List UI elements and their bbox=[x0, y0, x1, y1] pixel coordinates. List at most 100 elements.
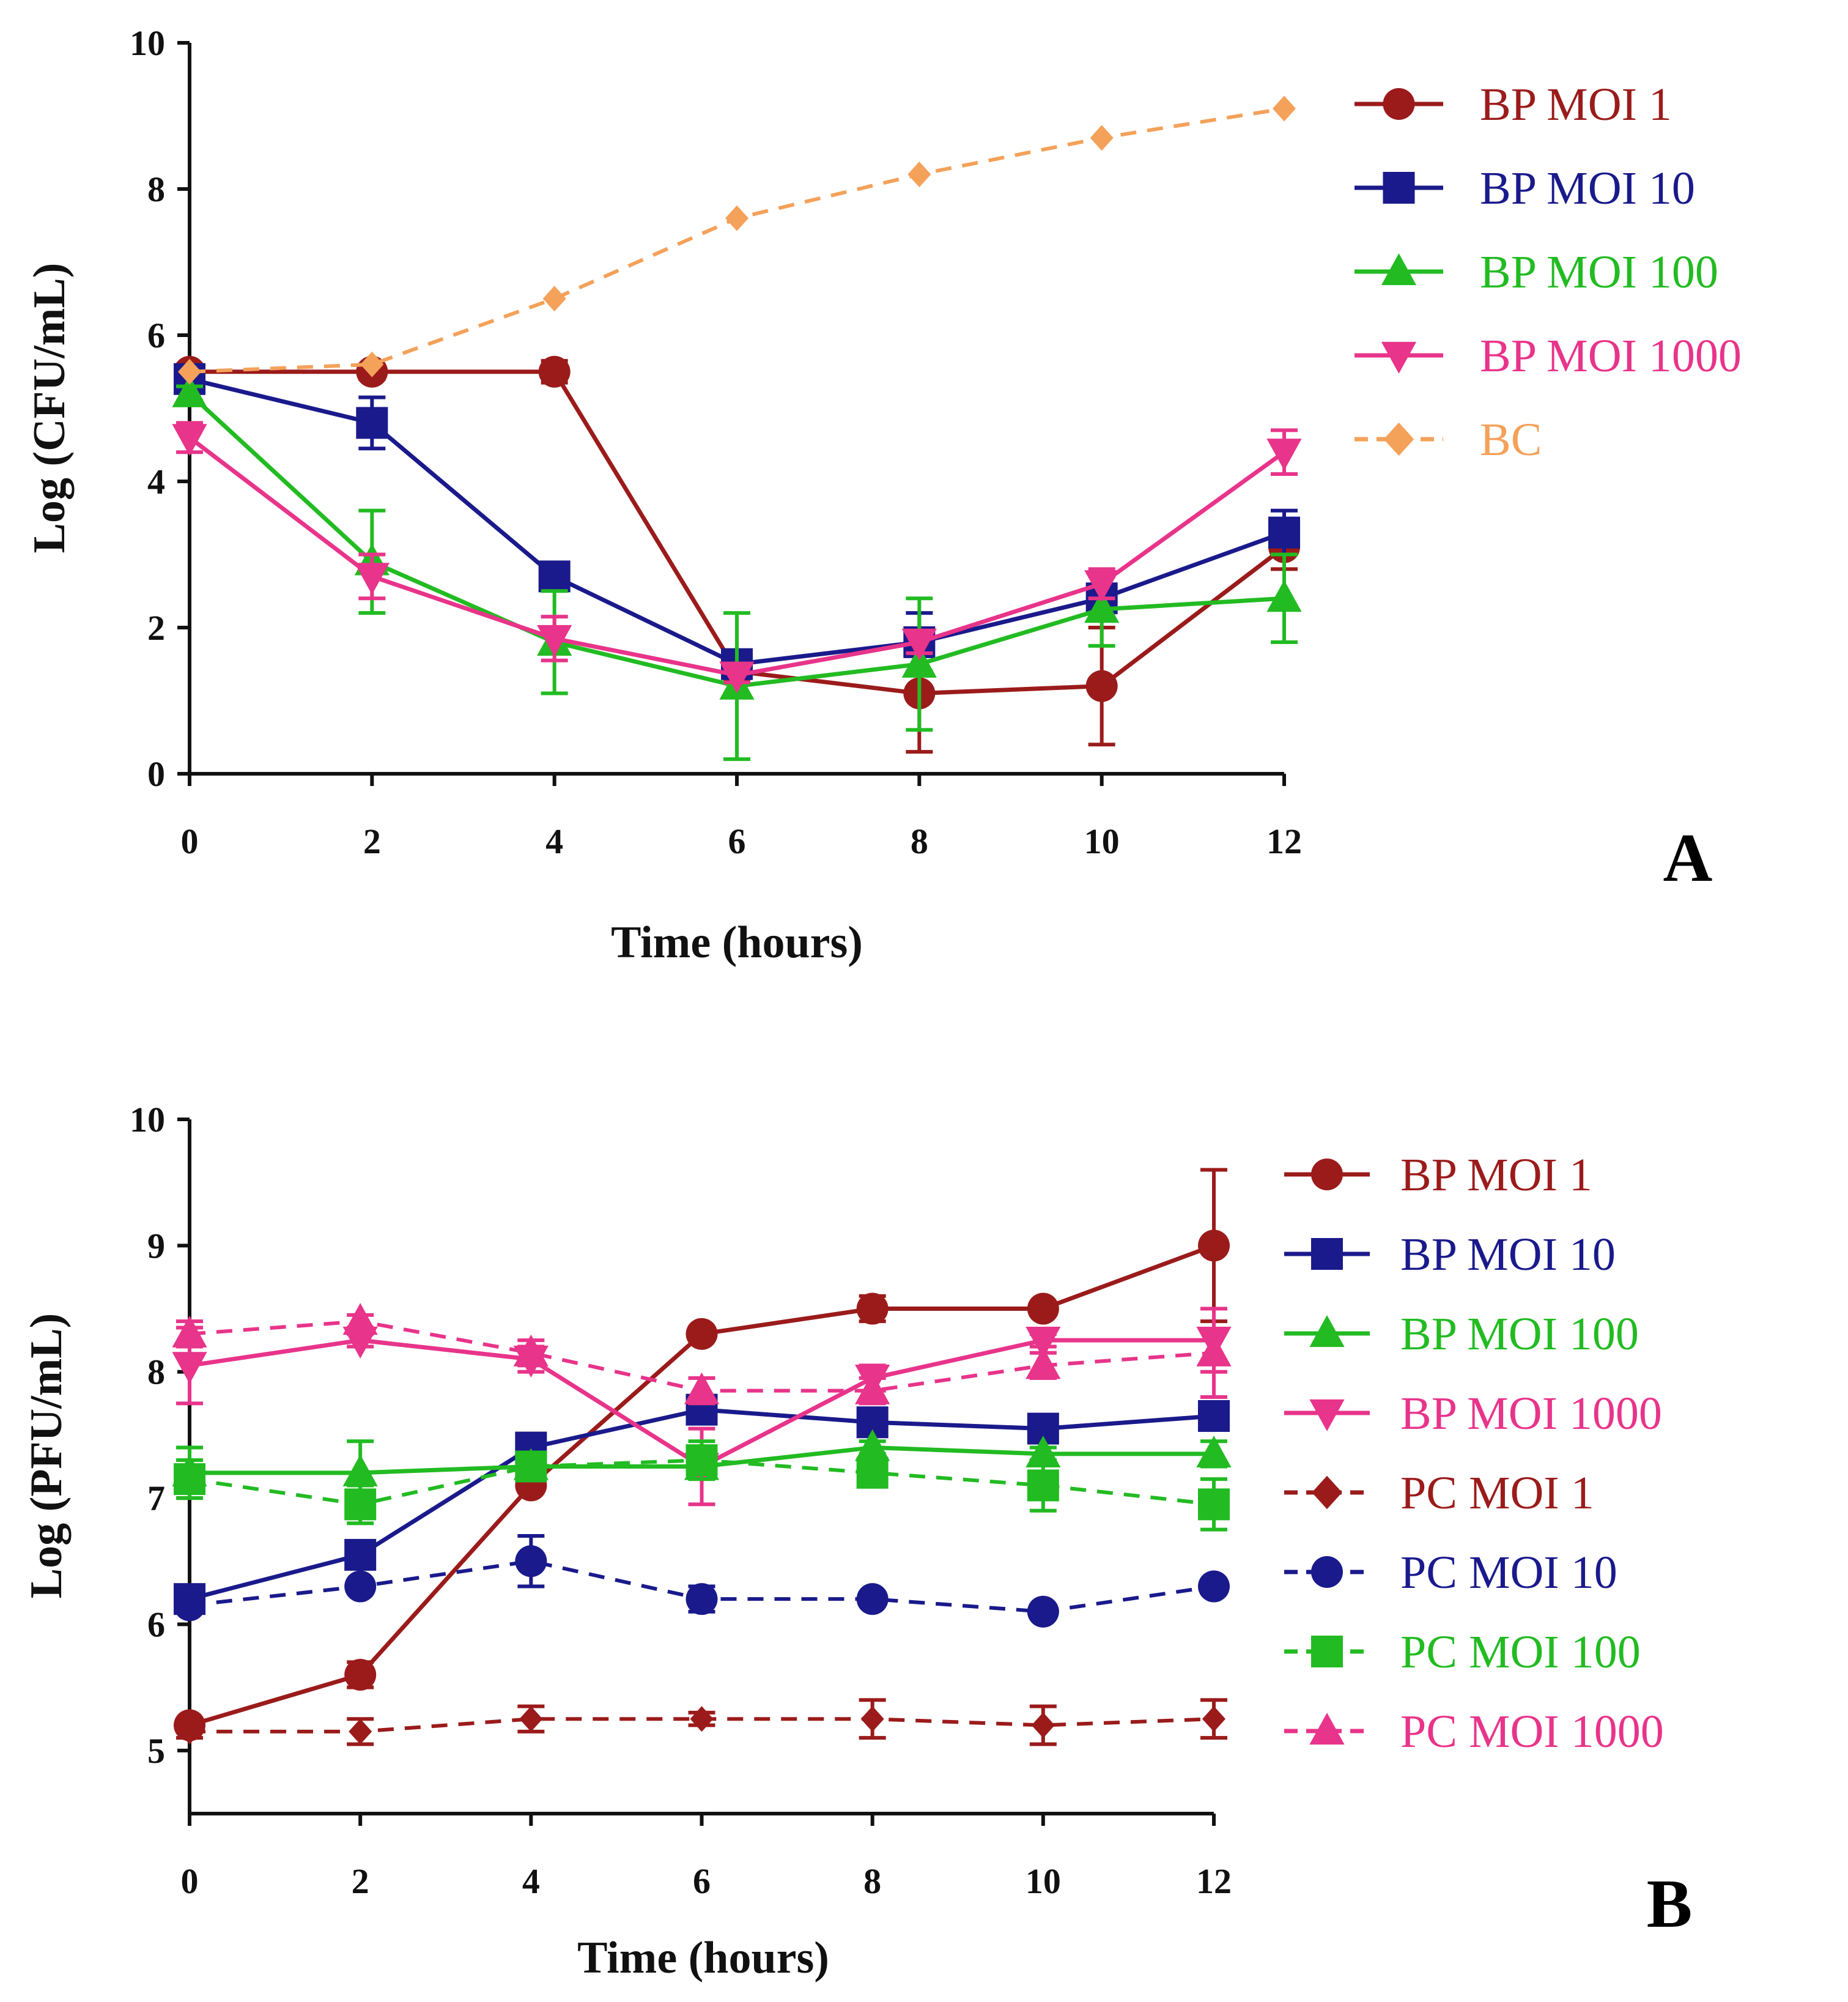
x-tick-label: 8 bbox=[863, 1861, 881, 1901]
chart-panel-a: 0 2 4 6 8 10 0 2 4 6 8 10 12 Time (hours) Log (CFU/mL)… bbox=[24, 23, 1742, 968]
data-point bbox=[1085, 670, 1118, 702]
data-point bbox=[519, 1706, 543, 1732]
data-point bbox=[172, 1352, 207, 1384]
legend-label: BP MOI 1000 bbox=[1480, 330, 1742, 382]
legend-entry: PC MOI 100 bbox=[1284, 1626, 1641, 1678]
legend-entry: BP MOI 1000 bbox=[1355, 330, 1742, 382]
legend-label: BP MOI 10 bbox=[1400, 1229, 1616, 1280]
data-point bbox=[1196, 1334, 1232, 1366]
data-point bbox=[542, 286, 566, 312]
legend-label: PC MOI 10 bbox=[1400, 1547, 1617, 1598]
data-point bbox=[686, 1583, 718, 1615]
legend-marker bbox=[1383, 422, 1414, 456]
data-point bbox=[1027, 1292, 1059, 1325]
data-point bbox=[172, 424, 207, 456]
x-axis-title: Time (hours) bbox=[611, 918, 863, 968]
legend-label: BP MOI 1 bbox=[1400, 1149, 1592, 1201]
data-point bbox=[349, 1718, 372, 1744]
legend-entry: BP MOI 1 bbox=[1284, 1149, 1592, 1201]
data-point bbox=[513, 1334, 549, 1366]
data-point bbox=[860, 1706, 884, 1732]
data-point bbox=[342, 1303, 378, 1335]
data-point bbox=[901, 628, 937, 661]
panel-label: B bbox=[1647, 1866, 1693, 1942]
data-point bbox=[515, 1545, 547, 1578]
legend-entry: BP MOI 100 bbox=[1355, 247, 1718, 298]
x-tick-label: 10 bbox=[1026, 1861, 1061, 1901]
data-point bbox=[1026, 1327, 1061, 1359]
legend-label: BP MOI 100 bbox=[1400, 1308, 1639, 1360]
data-point bbox=[1026, 1347, 1061, 1379]
legend-entry: PC MOI 1000 bbox=[1284, 1706, 1664, 1757]
data-point bbox=[515, 1450, 547, 1483]
data-point bbox=[684, 1372, 720, 1404]
x-axis-title: Time (hours) bbox=[577, 1933, 829, 1983]
legend-marker bbox=[1309, 1399, 1345, 1431]
legend-entry: BP MOI 1 bbox=[1355, 79, 1672, 130]
legend-label: PC MOI 1000 bbox=[1400, 1706, 1664, 1757]
y-tick-label: 9 bbox=[147, 1226, 165, 1266]
y-tick-label: 8 bbox=[147, 1352, 165, 1392]
data-point bbox=[1268, 516, 1300, 549]
series-pc-moi-100 bbox=[174, 1439, 1230, 1532]
data-point bbox=[1266, 580, 1302, 612]
legend-label: BP MOI 100 bbox=[1480, 247, 1718, 298]
series-bp-moi-10 bbox=[174, 1393, 1230, 1615]
legend-entry: BP MOI 10 bbox=[1284, 1229, 1616, 1280]
data-point bbox=[538, 560, 571, 593]
legend-marker bbox=[1311, 1556, 1343, 1588]
data-point bbox=[907, 161, 931, 188]
data-point bbox=[725, 205, 748, 231]
data-point bbox=[537, 625, 572, 657]
data-point bbox=[178, 358, 201, 385]
data-point bbox=[1198, 1488, 1230, 1521]
x-tick-label: 0 bbox=[181, 1861, 199, 1901]
x-tick-label: 4 bbox=[522, 1861, 540, 1901]
y-tick-label: 5 bbox=[147, 1731, 165, 1771]
data-point bbox=[719, 661, 755, 694]
legend-label: PC MOI 100 bbox=[1400, 1626, 1641, 1678]
data-point bbox=[1090, 125, 1114, 151]
data-point bbox=[690, 1706, 714, 1732]
x-tick-label: 6 bbox=[728, 821, 746, 861]
series-pc-moi-1 bbox=[176, 1698, 1227, 1746]
data-point bbox=[686, 1444, 718, 1477]
data-point bbox=[354, 563, 390, 595]
legend-entry: BC bbox=[1355, 414, 1542, 465]
y-tick-label: 7 bbox=[147, 1478, 165, 1518]
data-point bbox=[1027, 1469, 1059, 1502]
data-point bbox=[172, 375, 207, 407]
legend-marker bbox=[1311, 1159, 1343, 1190]
data-point bbox=[855, 1429, 890, 1461]
data-point bbox=[901, 645, 937, 678]
series-pc-moi-1000 bbox=[172, 1303, 1232, 1406]
data-point bbox=[856, 1583, 889, 1615]
data-point bbox=[342, 1454, 378, 1486]
y-tick-label: 10 bbox=[130, 23, 165, 63]
x-tick-label: 2 bbox=[363, 821, 381, 861]
legend-entry: BP MOI 1000 bbox=[1284, 1388, 1662, 1439]
data-point bbox=[178, 1718, 201, 1744]
data-point bbox=[360, 351, 384, 377]
data-point bbox=[1202, 1706, 1225, 1732]
y-tick-label: 6 bbox=[147, 316, 165, 355]
legend-marker bbox=[1309, 1713, 1345, 1745]
y-axis-title: Log (CFU/mL) bbox=[24, 263, 75, 554]
legend-marker bbox=[1311, 1238, 1343, 1270]
x-tick-label: 2 bbox=[352, 1861, 369, 1901]
legend-entry: PC MOI 10 bbox=[1284, 1547, 1617, 1598]
data-point bbox=[1031, 1712, 1055, 1738]
data-point bbox=[855, 1372, 890, 1404]
x-tick-label: 6 bbox=[693, 1861, 711, 1901]
data-point bbox=[344, 1659, 377, 1691]
y-tick-label: 2 bbox=[147, 608, 165, 648]
data-point bbox=[1198, 1570, 1230, 1603]
data-point bbox=[172, 1315, 207, 1348]
data-point bbox=[1027, 1595, 1059, 1628]
data-point bbox=[856, 1292, 889, 1325]
legend-entry: BP MOI 10 bbox=[1355, 163, 1695, 214]
series-bc bbox=[178, 95, 1296, 385]
chart-panel-b: 5 6 7 8 9 10 0 2 4 6 8 10 12 Time (hours) Log (PFU/mL)… bbox=[21, 1100, 1692, 1983]
legend-marker bbox=[1381, 253, 1417, 286]
